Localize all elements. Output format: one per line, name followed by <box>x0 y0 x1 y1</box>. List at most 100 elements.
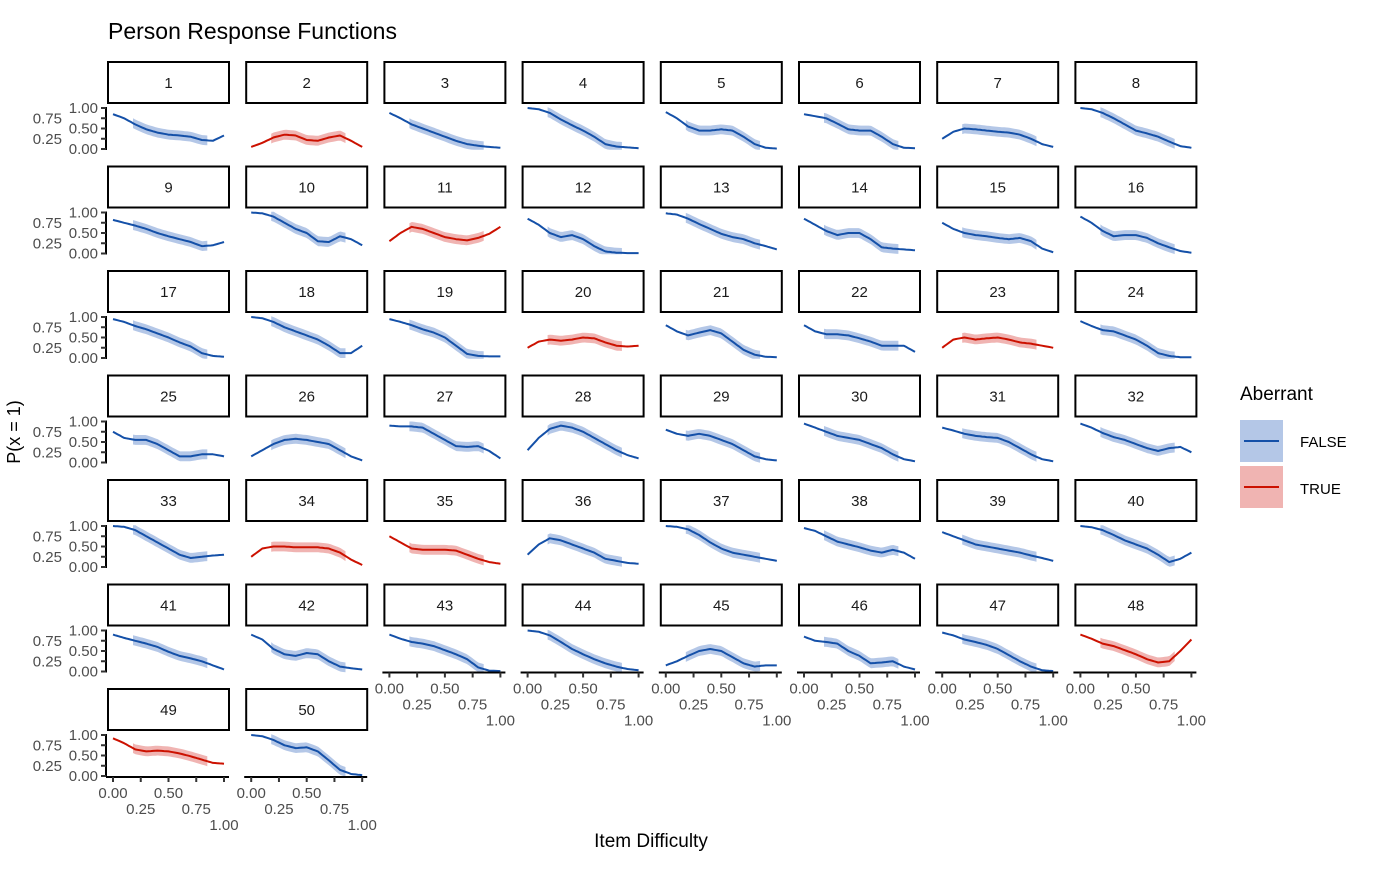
x-tick-label: 0.25 <box>955 697 984 714</box>
facet-strip-label: 35 <box>437 493 454 510</box>
x-tick-label: 0.25 <box>541 697 570 714</box>
facet-strip-label: 8 <box>1132 75 1140 92</box>
response-curve <box>941 531 1054 562</box>
facet-strip-label: 13 <box>713 180 730 197</box>
facet-panel-50: 50 0.000.250.500.751.00 <box>237 688 377 834</box>
y-tick-label: 0.25 <box>33 235 62 252</box>
x-tick-label: 0.50 <box>983 681 1012 698</box>
facet-strip <box>1074 61 1198 104</box>
confidence-ribbon <box>133 743 208 767</box>
response-curve <box>1079 320 1192 359</box>
facet-strip <box>659 61 783 104</box>
y-tick-label: 0.25 <box>33 444 62 461</box>
facet-strip-label: 45 <box>713 598 730 615</box>
facet-panel-44: 44 0.000.250.500.751.00 <box>513 583 653 730</box>
x-tick-label: 0.25 <box>126 801 155 818</box>
facet-panel-47: 47 0.000.250.500.751.00 <box>928 583 1068 730</box>
y-tick-label: 0.50 <box>69 330 98 347</box>
response-curve <box>803 635 916 671</box>
facet-strip-label: 48 <box>1128 598 1145 615</box>
facet-strip <box>245 583 369 627</box>
x-tick-label: 0.50 <box>1121 681 1150 698</box>
legend-label-false: FALSE <box>1300 434 1347 451</box>
facet-strip-label: 42 <box>298 598 315 615</box>
confidence-ribbon <box>824 530 899 558</box>
facet-strip <box>107 165 230 209</box>
facet-strip-label: 7 <box>994 75 1002 92</box>
chart-title: Person Response Functions <box>108 18 397 44</box>
facet-panel-19: 19 <box>383 270 507 359</box>
facet-strip <box>521 61 645 104</box>
facet-strip-label: 27 <box>437 389 454 406</box>
confidence-ribbon <box>1100 637 1175 668</box>
response-curve <box>665 428 777 462</box>
facet-strip <box>798 165 921 209</box>
x-tick-label: 0.00 <box>789 681 818 698</box>
facet-strip-label: 50 <box>298 702 315 719</box>
facet-strip-label: 23 <box>989 284 1006 301</box>
facet-strip-label: 9 <box>164 180 172 197</box>
x-tick-label: 0.25 <box>679 697 708 714</box>
confidence-ribbon <box>962 633 1037 673</box>
x-tick-label: 0.50 <box>292 785 321 802</box>
x-axis-title: Item Difficulty <box>594 831 708 852</box>
facet-strip <box>245 688 369 731</box>
facet-strip-label: 1 <box>164 75 172 92</box>
x-tick-label: 0.00 <box>651 681 680 698</box>
response-curve <box>665 525 778 562</box>
confidence-ribbon <box>824 636 899 669</box>
legend-key-true: TRUE <box>1240 466 1341 508</box>
facet-panel-46: 46 0.000.250.500.751.00 <box>789 583 930 730</box>
facet-strip <box>1074 374 1198 418</box>
x-tick-label: 0.50 <box>707 681 736 698</box>
facet-strip-label: 18 <box>298 284 315 301</box>
confidence-ribbon <box>685 429 761 463</box>
response-curve <box>941 631 1054 673</box>
facet-strip-label: 6 <box>855 75 863 92</box>
confidence-ribbon <box>1100 427 1175 456</box>
facet-panel-11: 11 <box>383 165 507 246</box>
facet-strip <box>245 374 369 418</box>
response-curve <box>1079 215 1192 254</box>
y-tick-label: 0.50 <box>69 434 98 451</box>
facet-strip-label: 37 <box>713 493 730 510</box>
facet-strip-label: 15 <box>989 180 1006 197</box>
facet-strip <box>659 583 783 627</box>
facet-strip-label: 4 <box>579 75 587 92</box>
legend-title: Aberrant <box>1240 384 1314 405</box>
facet-strip-label: 39 <box>989 493 1006 510</box>
facet-panel-7: 7 <box>936 61 1060 148</box>
response-curve <box>251 734 363 777</box>
legend-key-false: FALSE <box>1240 420 1347 462</box>
facet-strip-label: 25 <box>160 389 177 406</box>
facet-panel-34: 34 <box>245 479 369 566</box>
y-tick-label: 0.00 <box>69 768 98 785</box>
x-tick-label: 0.75 <box>182 801 211 818</box>
facet-panel-27: 27 <box>383 374 507 460</box>
y-tick-label: 1.00 <box>69 205 98 222</box>
confidence-ribbon <box>271 642 346 673</box>
facet-strip-label: 43 <box>437 598 454 615</box>
facet-strip <box>383 479 507 522</box>
x-tick-label: 0.00 <box>98 785 127 802</box>
facet-strip-label: 22 <box>851 284 868 301</box>
facet-panels: 10.000.250.500.751.002 3 4 5 6 7 890.000.250.5… <box>33 61 1206 834</box>
confidence-ribbon <box>685 525 761 563</box>
facet-panel-17: 17 0.00 0.25 0.50 0.75 1.00 <box>33 270 230 367</box>
y-tick-label: 0.00 <box>69 246 98 263</box>
confidence-ribbon <box>133 220 208 251</box>
response-curve <box>527 336 639 349</box>
y-tick-label: 0.75 <box>33 424 62 441</box>
facet-strip <box>798 374 921 418</box>
confidence-ribbon <box>962 428 1037 462</box>
facet-strip <box>936 479 1060 522</box>
response-curve <box>803 113 916 150</box>
facet-strip-label: 47 <box>989 598 1006 615</box>
response-curve <box>527 629 639 672</box>
response-curve <box>1080 525 1192 564</box>
response-curve <box>941 127 1054 148</box>
confidence-ribbon <box>409 636 484 673</box>
y-tick-label: 0.25 <box>33 131 62 148</box>
facet-strip <box>798 583 921 627</box>
response-curve <box>389 633 501 673</box>
